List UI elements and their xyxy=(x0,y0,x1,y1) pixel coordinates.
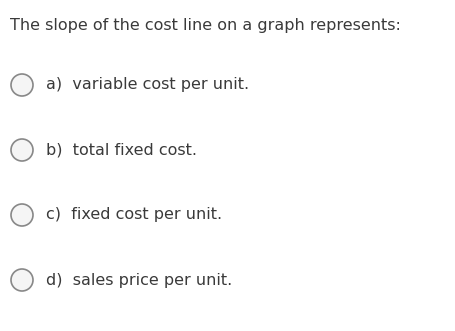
Circle shape xyxy=(11,139,33,161)
Text: c)  fixed cost per unit.: c) fixed cost per unit. xyxy=(46,208,222,222)
Text: b)  total fixed cost.: b) total fixed cost. xyxy=(46,143,197,158)
Circle shape xyxy=(11,204,33,226)
Circle shape xyxy=(11,74,33,96)
Text: a)  variable cost per unit.: a) variable cost per unit. xyxy=(46,77,249,92)
Text: The slope of the cost line on a graph represents:: The slope of the cost line on a graph re… xyxy=(10,18,401,33)
Circle shape xyxy=(11,269,33,291)
Text: d)  sales price per unit.: d) sales price per unit. xyxy=(46,272,232,288)
